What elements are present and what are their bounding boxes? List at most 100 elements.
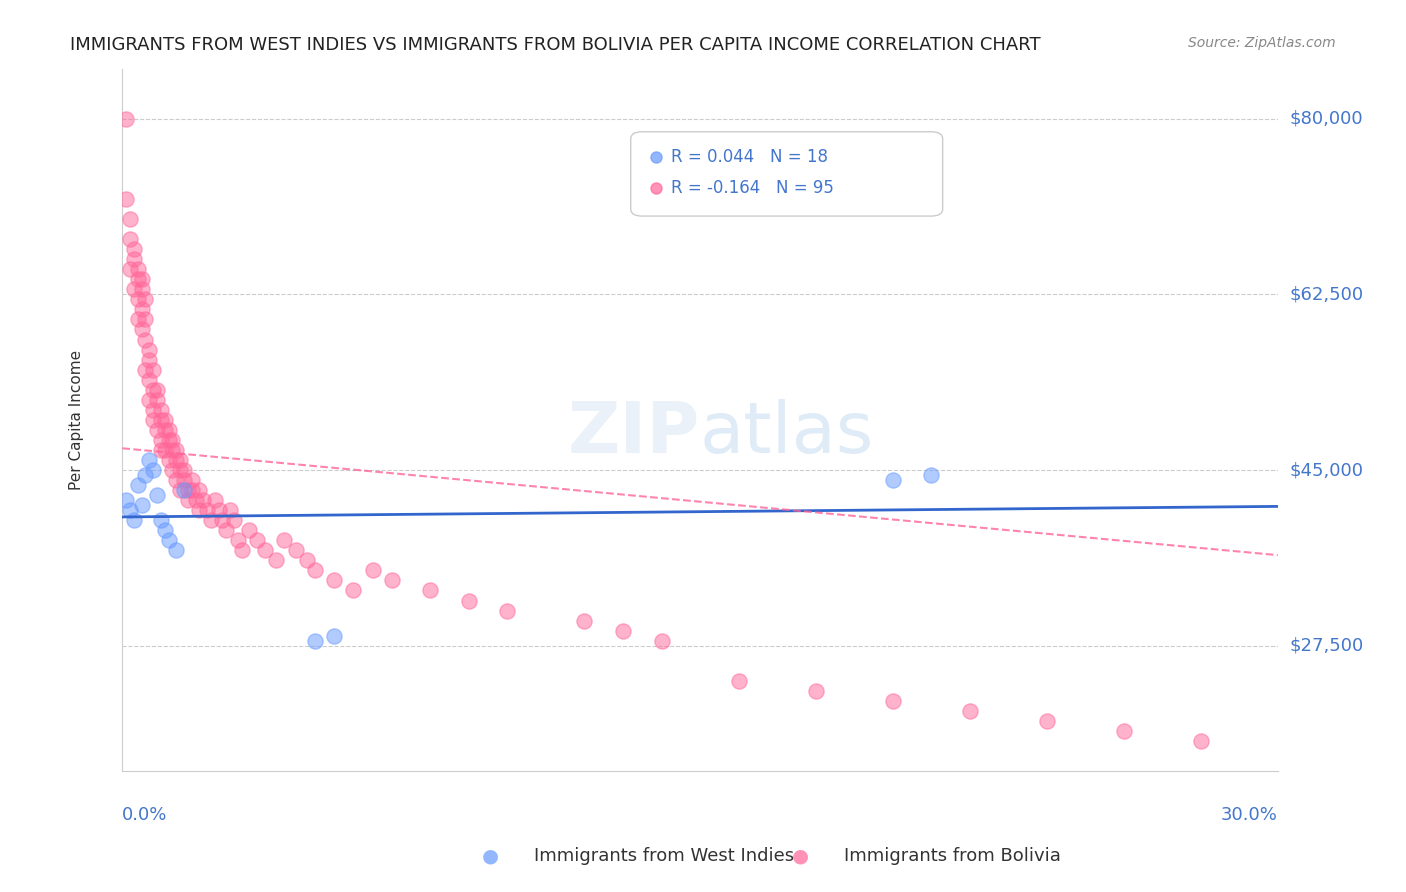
Point xyxy=(115,112,138,126)
Point xyxy=(574,614,596,628)
Point xyxy=(142,362,165,376)
Point xyxy=(142,413,165,427)
Point xyxy=(131,282,153,296)
Text: $62,500: $62,500 xyxy=(1289,285,1364,303)
Point xyxy=(127,272,149,286)
Point xyxy=(122,252,145,267)
Point xyxy=(162,463,184,477)
Point xyxy=(920,468,942,483)
Point xyxy=(165,453,187,467)
Point xyxy=(650,633,672,648)
Point xyxy=(1189,734,1212,748)
Point xyxy=(134,293,156,307)
Point xyxy=(231,543,253,558)
Point xyxy=(134,333,156,347)
Text: Immigrants from Bolivia: Immigrants from Bolivia xyxy=(844,847,1060,865)
Point xyxy=(165,473,187,487)
Point xyxy=(180,473,202,487)
Point xyxy=(138,373,160,387)
Point xyxy=(127,312,149,326)
Text: Immigrants from West Indies: Immigrants from West Indies xyxy=(534,847,794,865)
Point xyxy=(361,563,384,577)
Point xyxy=(118,232,141,246)
Point xyxy=(138,392,160,407)
Text: ●: ● xyxy=(482,847,499,866)
Text: 30.0%: 30.0% xyxy=(1220,806,1278,824)
Point xyxy=(142,402,165,417)
Point xyxy=(219,503,242,517)
Point xyxy=(458,593,481,607)
Point xyxy=(162,433,184,447)
Point xyxy=(177,493,200,508)
Text: atlas: atlas xyxy=(700,400,875,468)
Point xyxy=(134,468,156,483)
Point xyxy=(304,633,326,648)
Point xyxy=(222,513,245,527)
Point xyxy=(419,583,441,598)
Text: IMMIGRANTS FROM WEST INDIES VS IMMIGRANTS FROM BOLIVIA PER CAPITA INCOME CORRELA: IMMIGRANTS FROM WEST INDIES VS IMMIGRANT… xyxy=(70,36,1040,54)
Point xyxy=(153,413,176,427)
Point xyxy=(246,533,269,548)
Point xyxy=(149,513,172,527)
Point xyxy=(882,694,904,708)
Point xyxy=(238,523,260,537)
Point xyxy=(157,423,180,437)
Text: 0.0%: 0.0% xyxy=(122,806,167,824)
Text: ●: ● xyxy=(792,847,808,866)
Text: $27,500: $27,500 xyxy=(1289,637,1364,655)
Point xyxy=(131,322,153,336)
Point xyxy=(253,543,276,558)
Point xyxy=(153,523,176,537)
Point xyxy=(215,523,238,537)
Point xyxy=(118,262,141,277)
Point xyxy=(138,352,160,367)
Point xyxy=(131,272,153,286)
Point xyxy=(146,392,169,407)
Point xyxy=(180,483,202,497)
Point xyxy=(142,383,165,397)
Point xyxy=(195,503,218,517)
Point xyxy=(266,553,288,567)
Point xyxy=(188,483,211,497)
Point xyxy=(323,574,346,588)
Point xyxy=(211,513,233,527)
Point xyxy=(149,402,172,417)
Point xyxy=(118,503,141,517)
Point xyxy=(122,513,145,527)
Text: R = 0.044   N = 18: R = 0.044 N = 18 xyxy=(671,148,828,166)
Point xyxy=(146,423,169,437)
Point xyxy=(169,463,191,477)
Point xyxy=(323,629,346,643)
Point xyxy=(727,673,749,688)
Point xyxy=(173,483,195,497)
Point xyxy=(157,533,180,548)
Point xyxy=(142,463,165,477)
Point xyxy=(146,488,169,502)
Text: R = -0.164   N = 95: R = -0.164 N = 95 xyxy=(671,179,834,197)
Point xyxy=(804,683,827,698)
Point xyxy=(284,543,307,558)
Text: $80,000: $80,000 xyxy=(1289,110,1362,128)
Point xyxy=(134,312,156,326)
Point xyxy=(153,423,176,437)
Text: $45,000: $45,000 xyxy=(1289,461,1364,479)
Point xyxy=(1035,714,1057,728)
Point xyxy=(612,624,634,638)
Point xyxy=(131,498,153,512)
Point xyxy=(173,463,195,477)
Point xyxy=(165,442,187,457)
Point xyxy=(169,453,191,467)
Point xyxy=(273,533,295,548)
Point xyxy=(149,413,172,427)
Point xyxy=(127,478,149,492)
Point xyxy=(118,212,141,227)
Point xyxy=(193,493,215,508)
Point xyxy=(177,483,200,497)
Point xyxy=(138,343,160,357)
Point xyxy=(1112,723,1135,738)
Point xyxy=(173,473,195,487)
Point xyxy=(184,493,207,508)
Point xyxy=(146,383,169,397)
Point xyxy=(162,442,184,457)
Point xyxy=(115,493,138,508)
